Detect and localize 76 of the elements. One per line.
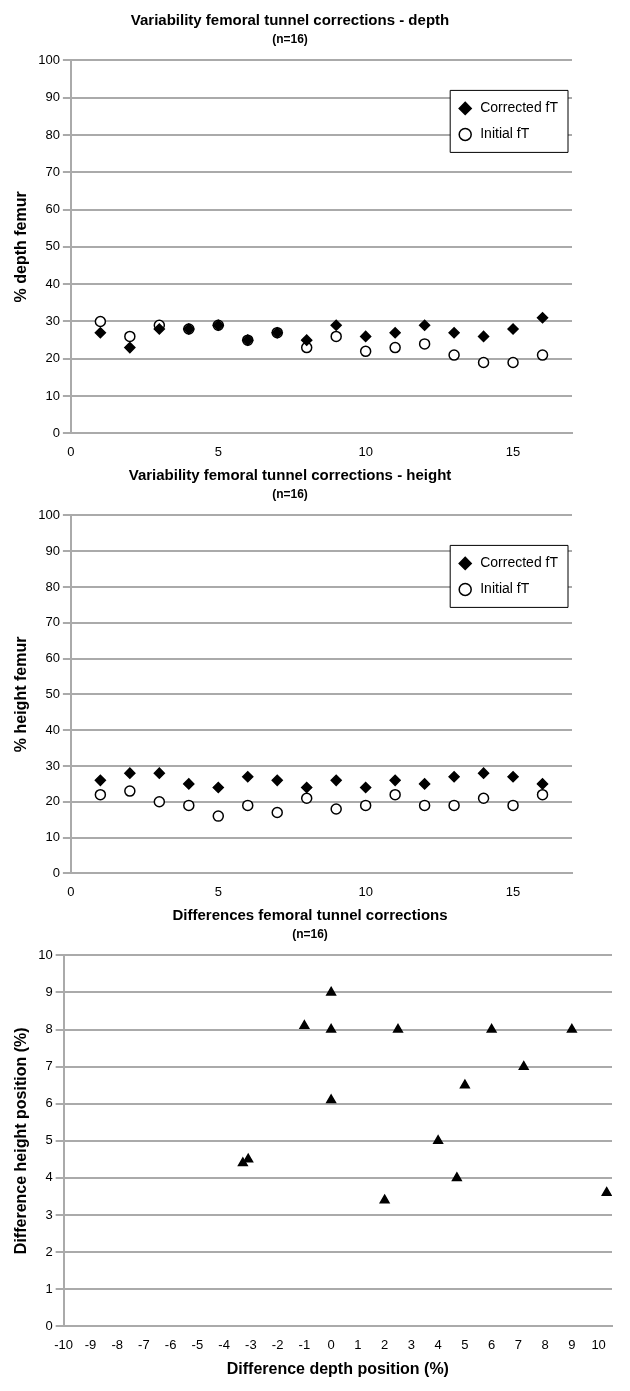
x-tick-label: -8: [111, 1336, 123, 1352]
y-tick-label: 80: [45, 126, 60, 142]
y-tick-label: 40: [45, 721, 60, 737]
x-tick-label: -9: [84, 1336, 97, 1352]
y-tick-label: 4: [45, 1169, 53, 1185]
legend-label: Initial fT: [480, 580, 530, 597]
x-tick-label: -10: [54, 1336, 74, 1352]
chart-subtitle: (n=16): [272, 486, 308, 501]
y-tick-label: 0: [52, 864, 60, 880]
y-axis-title: % height femur: [12, 636, 30, 753]
y-tick-label: 6: [45, 1095, 53, 1111]
x-tick-label: 4: [434, 1336, 442, 1352]
x-tick-label: -4: [218, 1336, 230, 1352]
x-tick-label: -5: [191, 1336, 204, 1352]
y-tick-label: 7: [45, 1058, 53, 1074]
y-tick-label: 100: [38, 51, 60, 67]
y-tick-label: 80: [45, 578, 60, 594]
x-tick-label: 7: [514, 1336, 522, 1352]
x-tick-label: 10: [358, 883, 373, 899]
x-tick-label: -2: [271, 1336, 284, 1352]
x-tick-label: 5: [214, 443, 222, 459]
y-tick-label: 0: [45, 1317, 53, 1333]
y-tick-label: 60: [45, 650, 60, 666]
x-tick-label: -3: [245, 1336, 257, 1352]
x-tick-label: 0: [67, 883, 75, 899]
x-tick-label: 15: [505, 443, 521, 459]
y-tick-label: 40: [45, 275, 60, 291]
y-tick-label: 70: [45, 614, 60, 630]
y-tick-label: 30: [45, 757, 60, 773]
y-tick-label: 5: [45, 1132, 53, 1148]
y-tick-label: 1: [45, 1280, 53, 1296]
x-tick-label: 0: [67, 443, 75, 459]
legend-label: Corrected fT: [480, 554, 559, 571]
y-tick-label: 10: [38, 946, 53, 962]
y-tick-label: 90: [45, 542, 60, 558]
y-tick-label: 50: [45, 685, 60, 701]
x-tick-label: 6: [488, 1336, 496, 1352]
x-tick-label: -7: [138, 1336, 150, 1352]
x-axis-title: Difference depth position (%): [226, 1359, 449, 1377]
x-tick-label: 10: [591, 1336, 606, 1352]
x-tick-label: 2: [381, 1336, 389, 1352]
x-tick-label: 5: [214, 883, 222, 899]
x-tick-label: -6: [164, 1336, 177, 1352]
chart-title: Differences femoral tunnel corrections: [172, 906, 448, 924]
legend-label: Corrected fT: [480, 99, 559, 116]
y-tick-label: 8: [45, 1021, 53, 1037]
x-tick-label: 5: [461, 1336, 469, 1352]
chart-title: Variability femoral tunnel corrections - height: [128, 466, 452, 484]
x-tick-label: -1: [298, 1336, 311, 1352]
x-tick-label: 10: [358, 443, 373, 459]
y-tick-label: 30: [45, 313, 60, 329]
x-tick-label: 1: [354, 1336, 362, 1352]
y-tick-label: 70: [45, 163, 60, 179]
y-tick-label: 90: [45, 89, 60, 105]
y-tick-label: 10: [45, 387, 60, 403]
y-tick-label: 100: [38, 506, 60, 522]
y-tick-label: 9: [45, 984, 53, 1000]
chart-subtitle: (n=16): [292, 926, 328, 941]
y-tick-label: 3: [45, 1206, 53, 1222]
y-tick-label: 2: [45, 1243, 53, 1259]
y-tick-label: 10: [45, 829, 60, 845]
y-axis-title: Difference height position (%): [12, 1027, 30, 1255]
x-tick-label: 15: [505, 883, 521, 899]
chart-title: Variability femoral tunnel corrections - depth: [130, 11, 450, 29]
x-tick-label: 9: [568, 1336, 576, 1352]
legend-label: Initial fT: [480, 125, 530, 142]
y-tick-label: 20: [45, 793, 60, 809]
y-axis-title: % depth femur: [12, 191, 30, 303]
y-tick-label: 20: [45, 350, 60, 366]
y-tick-label: 0: [52, 424, 60, 440]
x-tick-label: 8: [541, 1336, 549, 1352]
y-tick-label: 50: [45, 238, 60, 254]
x-tick-label: 3: [407, 1336, 415, 1352]
y-tick-label: 60: [45, 201, 60, 217]
x-tick-label: 0: [327, 1336, 335, 1352]
chart-subtitle: (n=16): [272, 31, 308, 46]
